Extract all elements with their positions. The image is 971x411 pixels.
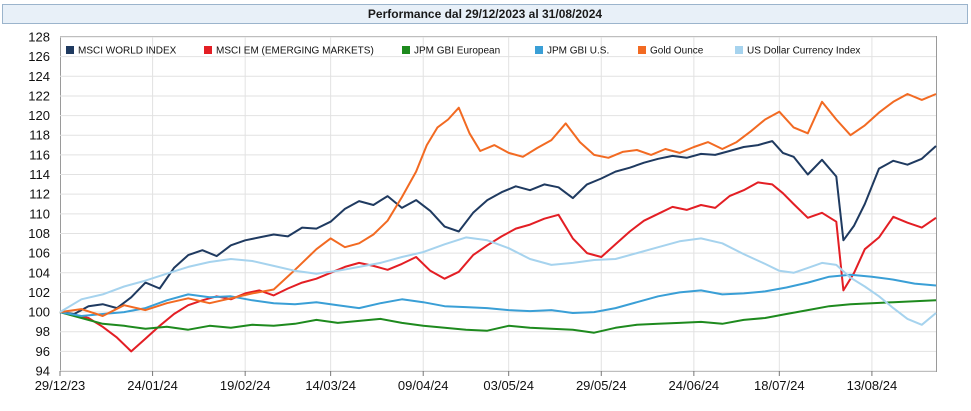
plot-area xyxy=(60,36,937,372)
y-tick-label: 100 xyxy=(28,305,50,320)
series-line-5 xyxy=(59,236,937,326)
legend-label: JPM GBI European xyxy=(414,46,500,57)
series-lines xyxy=(59,93,937,353)
y-tick-label: 114 xyxy=(29,167,50,182)
x-tick-label: 18/07/24 xyxy=(754,378,805,393)
series-line-1 xyxy=(59,181,937,353)
y-tick-label: 118 xyxy=(29,128,50,143)
x-tick-label: 24/01/24 xyxy=(127,378,178,393)
y-tick-label: 96 xyxy=(36,344,50,359)
series-line-2 xyxy=(59,299,937,334)
legend: MSCI WORLD INDEX MSCI EM (EMERGING MARKET… xyxy=(66,46,860,57)
x-tick-label: 14/03/24 xyxy=(305,378,356,393)
legend-swatch xyxy=(66,46,74,54)
legend-label: MSCI WORLD INDEX xyxy=(78,46,177,57)
y-tick-label: 110 xyxy=(29,206,50,221)
x-tick-label: 24/06/24 xyxy=(669,378,720,393)
series-line-4 xyxy=(59,93,937,317)
y-tick-label: 94 xyxy=(36,364,50,379)
x-axis-ticks: 29/12/23 24/01/24 19/02/24 14/03/24 09/04/24… xyxy=(35,371,898,393)
y-tick-label: 102 xyxy=(28,285,50,300)
legend-label: Gold Ounce xyxy=(650,46,704,57)
y-tick-label: 108 xyxy=(28,226,50,241)
series-line-0 xyxy=(59,140,937,315)
x-tick-label: 03/05/24 xyxy=(483,378,534,393)
x-tick-label: 29/12/23 xyxy=(35,378,86,393)
y-axis-ticks: 94 96 98 100 102 104 106 108 110 112 114 116 118 120 1… xyxy=(28,30,50,379)
y-tick-label: 112 xyxy=(29,187,50,202)
legend-swatch xyxy=(735,46,743,54)
series-line-3 xyxy=(59,273,937,317)
x-tick-label: 29/05/24 xyxy=(576,378,627,393)
y-tick-label: 106 xyxy=(28,246,50,261)
y-tick-label: 128 xyxy=(28,30,50,45)
y-tick-label: 104 xyxy=(28,265,50,280)
chart-title: Performance dal 29/12/2023 al 31/08/2024 xyxy=(2,4,968,24)
y-tick-label: 116 xyxy=(29,147,50,162)
x-tick-label: 19/02/24 xyxy=(220,378,271,393)
legend-swatch xyxy=(638,46,646,54)
legend-label: MSCI EM (EMERGING MARKETS) xyxy=(216,46,374,57)
gridlines xyxy=(60,36,936,372)
y-tick-label: 124 xyxy=(28,69,50,84)
y-tick-label: 98 xyxy=(36,324,50,339)
y-tick-label: 122 xyxy=(28,88,50,103)
y-tick-label: 120 xyxy=(28,108,50,123)
legend-swatch xyxy=(402,46,410,54)
legend-swatch xyxy=(535,46,543,54)
legend-label: US Dollar Currency Index xyxy=(747,46,860,57)
y-tick-label: 126 xyxy=(28,49,50,64)
legend-label: JPM GBI U.S. xyxy=(547,46,609,57)
x-tick-label: 13/08/24 xyxy=(847,378,898,393)
legend-swatch xyxy=(204,46,212,54)
x-tick-label: 09/04/24 xyxy=(398,378,449,393)
